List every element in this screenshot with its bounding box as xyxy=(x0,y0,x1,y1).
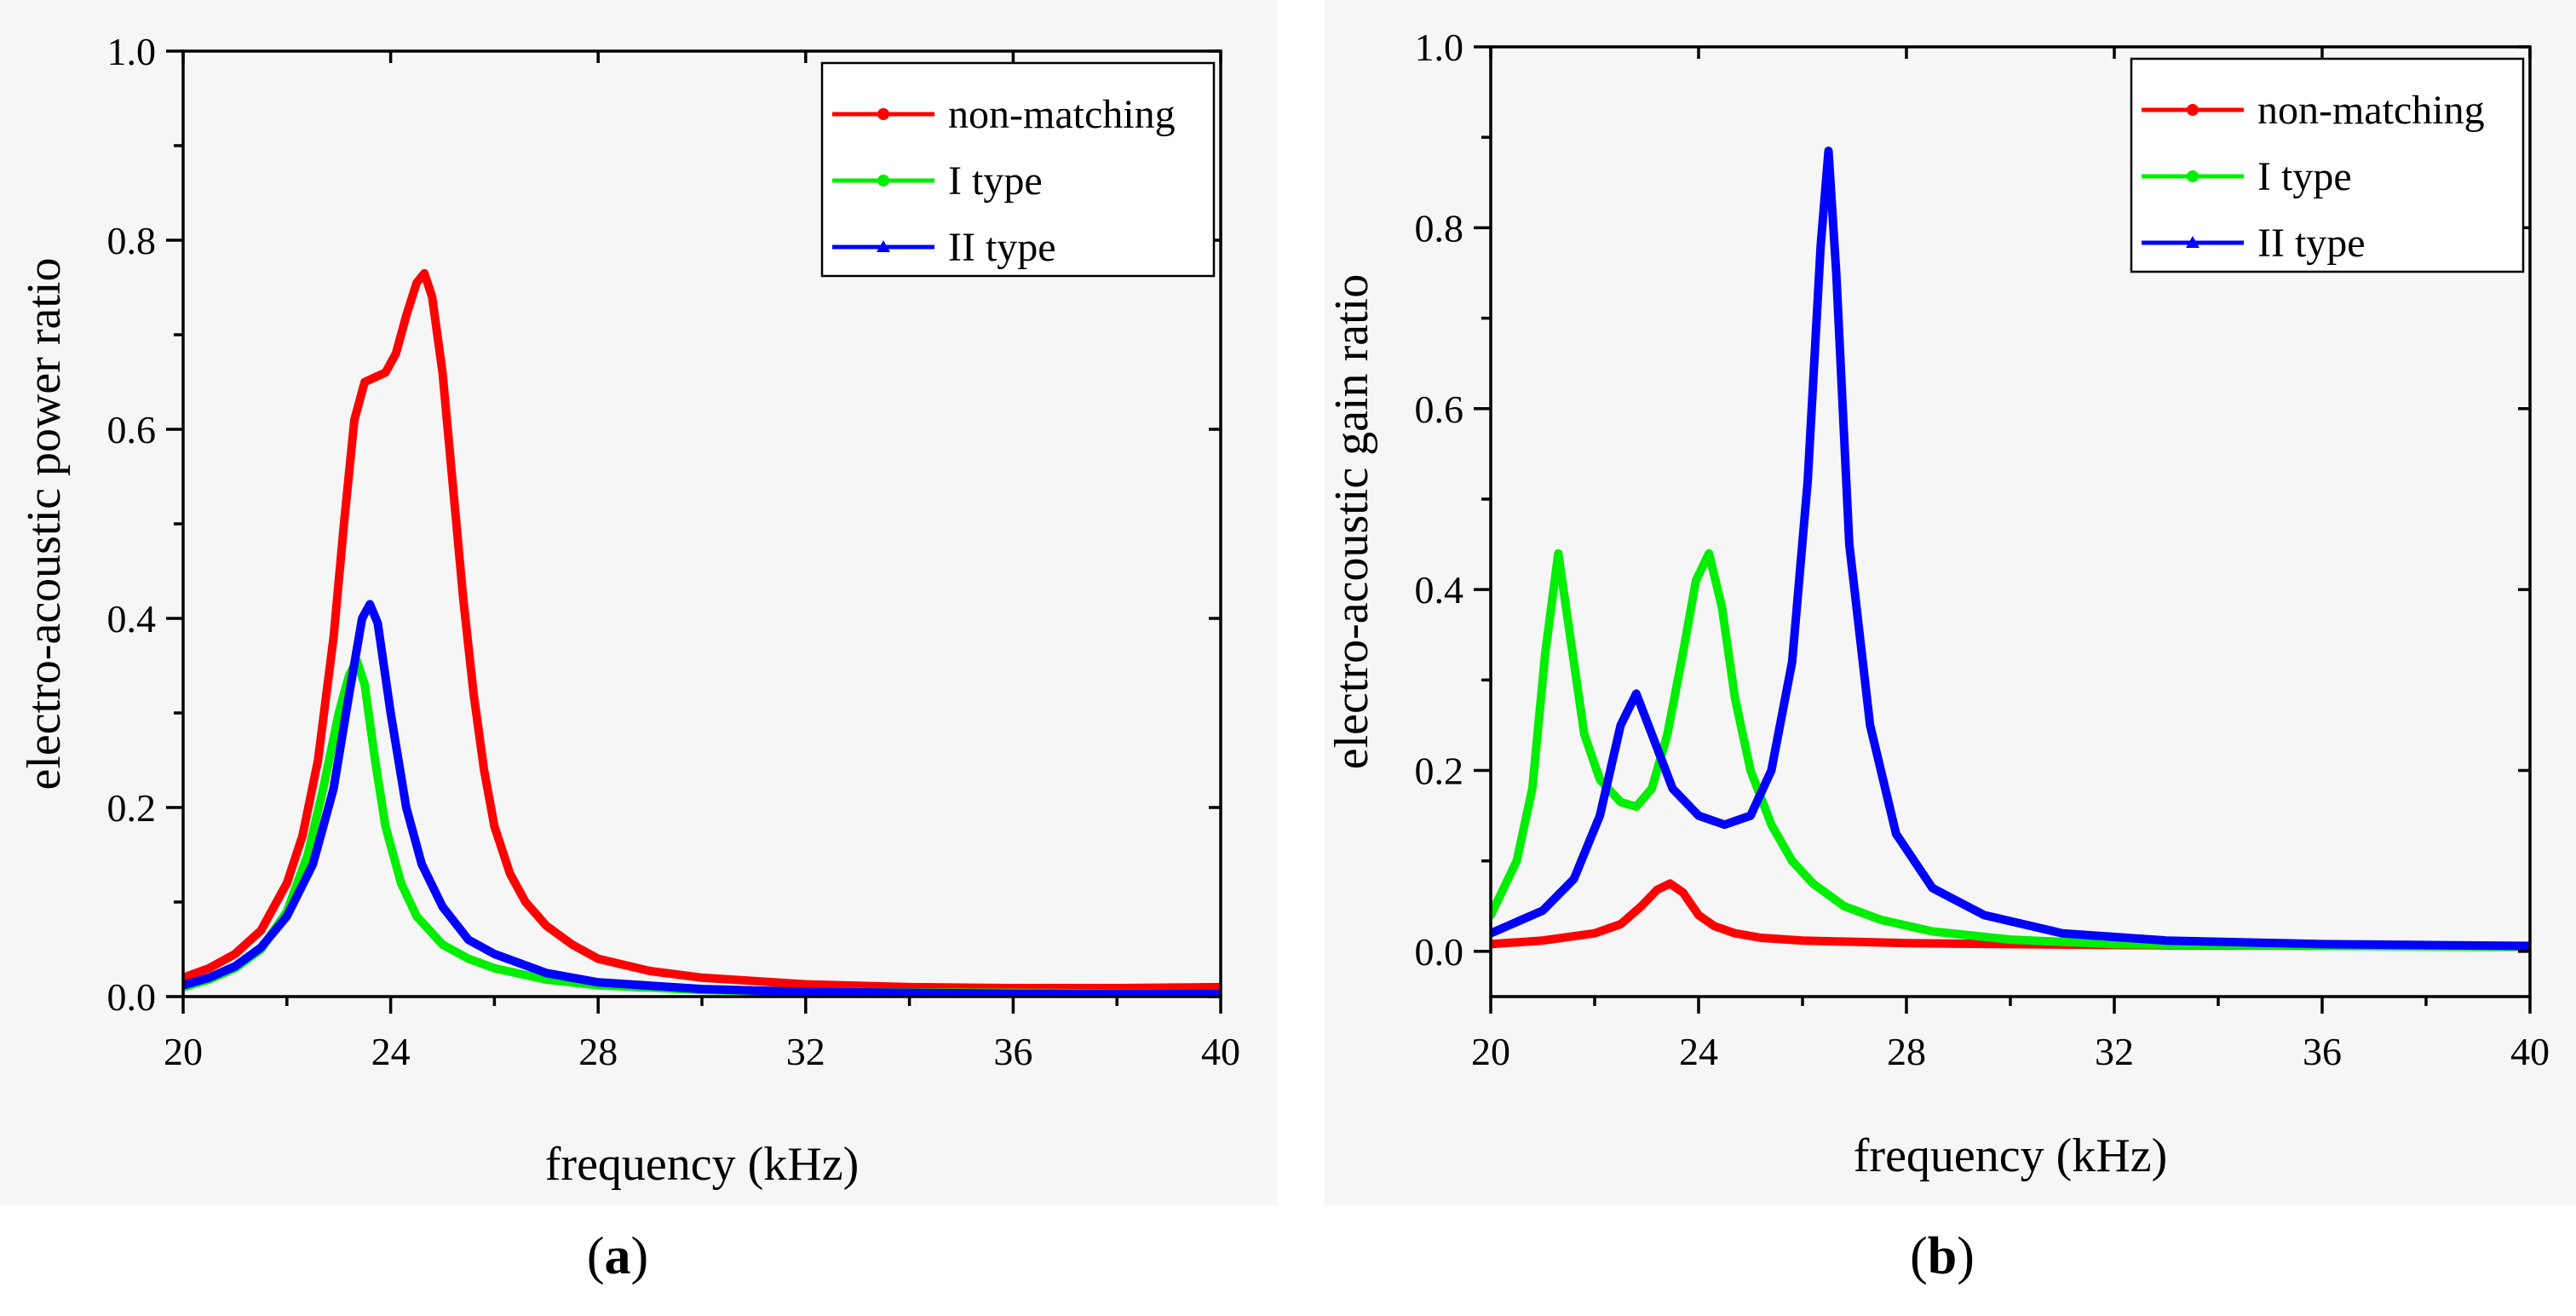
series-group xyxy=(183,268,1221,997)
y-tick-label: 0.2 xyxy=(1415,750,1464,793)
y-tick-label: 0.6 xyxy=(1415,388,1464,431)
legend-marker xyxy=(2187,170,2199,182)
x-tick-label: 36 xyxy=(2303,1030,2342,1073)
y-tick-label: 0.0 xyxy=(1415,930,1464,974)
y-tick-label: 0.6 xyxy=(107,408,157,451)
legend-label: II type xyxy=(2257,221,2366,266)
x-tick-label: 20 xyxy=(1471,1030,1510,1073)
x-tick-label: 28 xyxy=(578,1030,618,1073)
legend-marker xyxy=(877,108,889,120)
legend-label: non-matching xyxy=(2257,88,2485,133)
legend-label: II type xyxy=(948,225,1056,270)
x-tick-label: 32 xyxy=(2095,1030,2134,1073)
legend: non-matching I type II type xyxy=(820,61,1216,278)
y-tick-label: 0.8 xyxy=(107,219,157,262)
x-tick-label: 32 xyxy=(786,1030,825,1073)
legend-marker xyxy=(877,240,890,252)
x-axis-label: frequency (kHz) xyxy=(1854,1129,2167,1182)
chart-gain-ratio: 20 24 28 32 36 40 0.0 0.2 0.4 0.6 0.8 1.0 frequency … xyxy=(1325,0,2576,1285)
y-tick-label: 0.4 xyxy=(1415,568,1464,612)
x-tick-label: 24 xyxy=(1679,1030,1718,1073)
legend-marker xyxy=(2186,236,2199,248)
legend-marker xyxy=(877,175,889,187)
legend-box xyxy=(2130,57,2525,273)
x-tick-label: 40 xyxy=(2510,1030,2550,1073)
legend: non-matching I type II type xyxy=(2130,57,2525,273)
y-tick-label: 0.8 xyxy=(1415,206,1464,250)
x-tick-label: 24 xyxy=(371,1030,411,1073)
y-tick-label: 0.2 xyxy=(107,786,157,830)
y-tick-label: 0.0 xyxy=(107,975,157,1019)
legend-marker xyxy=(2187,104,2199,116)
chart-power-ratio: 20 24 28 32 36 40 0.0 0.2 0.4 0.6 0.8 1.0 frequency … xyxy=(0,0,1278,1285)
x-tick-label: 20 xyxy=(164,1030,203,1073)
x-tick-label: 28 xyxy=(1887,1030,1926,1073)
y-tick-label: 1.0 xyxy=(107,30,157,73)
series-line-non-matching xyxy=(1491,879,2530,951)
series-group xyxy=(1491,147,2530,951)
series-line-ii-type xyxy=(1491,147,2530,951)
y-axis-label: electro-acoustic power ratio xyxy=(18,257,71,790)
panel-label: (a) xyxy=(587,1227,648,1285)
series-line-non-matching xyxy=(183,268,1221,992)
x-tick-label: 36 xyxy=(993,1030,1032,1073)
y-tick-label: 0.4 xyxy=(107,597,157,641)
legend-box xyxy=(820,61,1216,278)
x-axis-label: frequency (kHz) xyxy=(545,1138,859,1191)
y-tick-label: 1.0 xyxy=(1415,26,1464,69)
x-tick-label: 40 xyxy=(1201,1030,1240,1073)
panel-label: (b) xyxy=(1910,1227,1975,1285)
series-line-ii-type xyxy=(183,600,1221,997)
series-line-i-type xyxy=(1491,549,2530,951)
legend-label: I type xyxy=(2257,154,2352,199)
y-axis-label: electro-acoustic gain ratio xyxy=(1325,274,1378,770)
legend-label: I type xyxy=(948,158,1043,204)
legend-label: non-matching xyxy=(948,92,1176,137)
